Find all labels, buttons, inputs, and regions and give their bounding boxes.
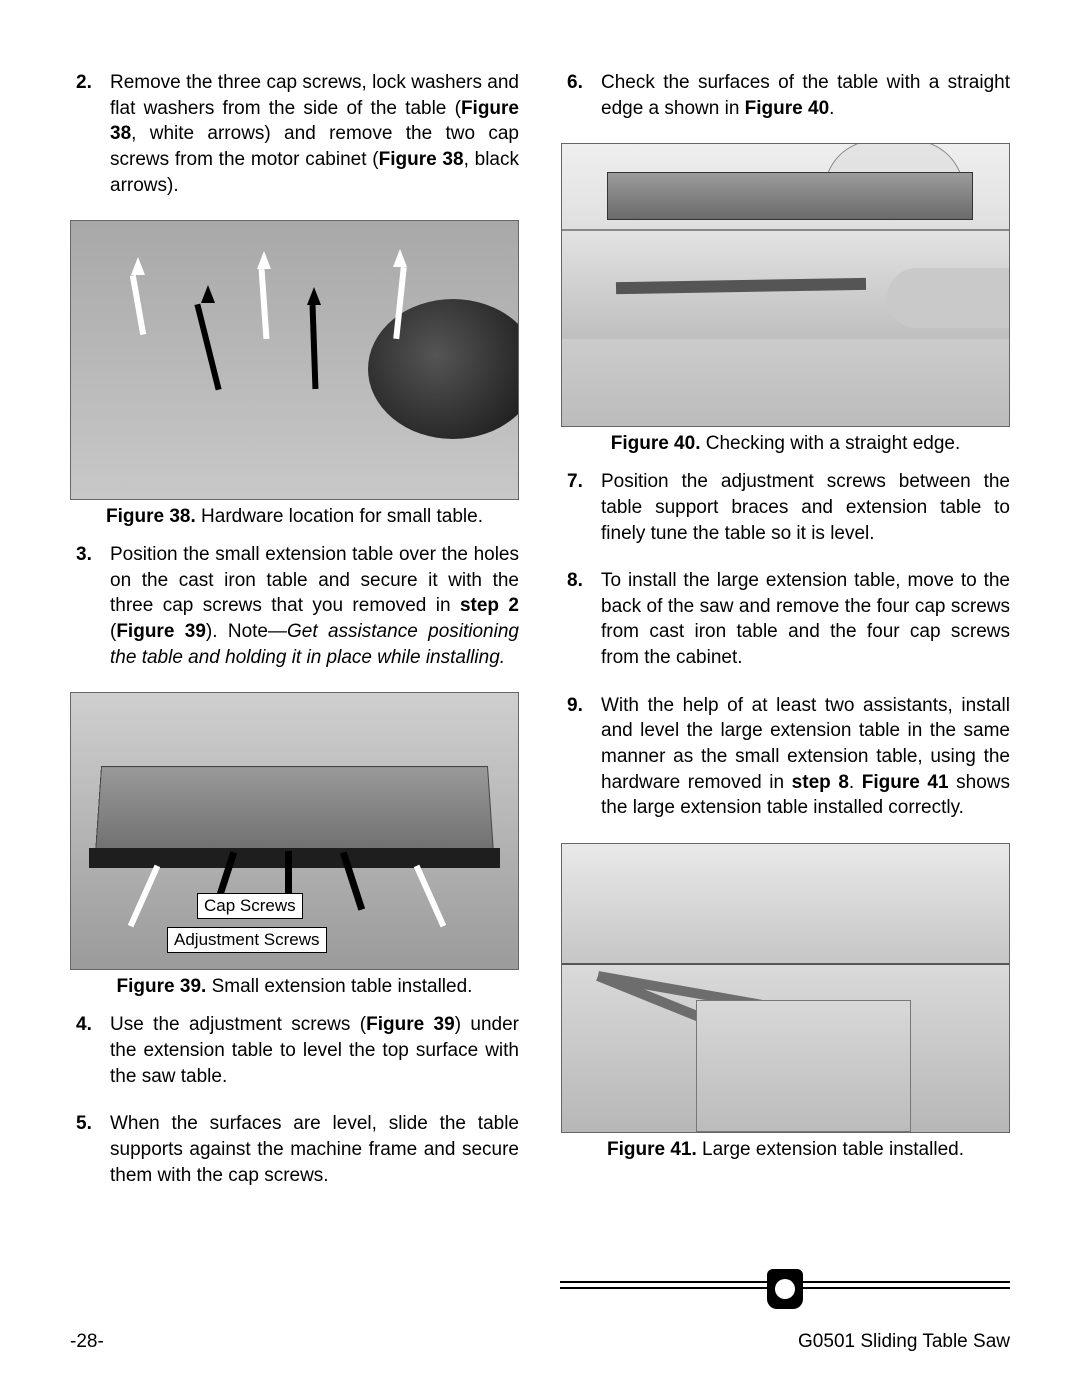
step-8: 8. To install the large extension table,… <box>561 568 1010 671</box>
step-number: 2. <box>70 70 110 198</box>
figure-39: Cap Screws Adjustment Screws Figure 39. … <box>70 692 519 998</box>
figure-40-caption: Figure 40. Checking with a straight edge… <box>561 433 1010 455</box>
fence-rail-icon <box>607 172 974 220</box>
figure-41: Figure 41. Large extension table install… <box>561 843 1010 1161</box>
bear-badge-icon <box>767 1269 803 1309</box>
step-number: 7. <box>561 469 601 546</box>
figure-38-caption: Figure 38. Hardware location for small t… <box>70 506 519 528</box>
figure-38-image <box>70 220 519 500</box>
white-arrow-icon <box>128 865 160 928</box>
figure-40-image <box>561 143 1010 427</box>
adjustment-screws-label: Adjustment Screws <box>167 927 327 953</box>
figure-39-caption: Figure 39. Small extension table install… <box>70 976 519 998</box>
step-text: Position the adjustment screws between t… <box>601 469 1010 546</box>
step-7: 7. Position the adjustment screws betwee… <box>561 469 1010 546</box>
two-column-layout: 2. Remove the three cap screws, lock was… <box>70 70 1010 1210</box>
step-number: 6. <box>561 70 601 121</box>
step-2: 2. Remove the three cap screws, lock was… <box>70 70 519 198</box>
white-arrow-icon <box>414 865 446 928</box>
figure-40: Figure 40. Checking with a straight edge… <box>561 143 1010 455</box>
figure-41-image <box>561 843 1010 1133</box>
cabinet-icon <box>696 1000 911 1132</box>
step-text: To install the large extension table, mo… <box>601 568 1010 671</box>
step-4: 4. Use the adjustment screws (Figure 39)… <box>70 1012 519 1089</box>
step-number: 5. <box>70 1111 110 1188</box>
dust-port-icon <box>368 299 519 439</box>
figure-41-caption: Figure 41. Large extension table install… <box>561 1139 1010 1161</box>
black-arrow-icon <box>201 285 215 303</box>
hand-icon <box>887 268 1010 328</box>
white-arrow-icon <box>130 275 146 335</box>
step-number: 4. <box>70 1012 110 1089</box>
cap-screws-label: Cap Screws <box>197 893 303 919</box>
step-text: Use the adjustment screws (Figure 39) un… <box>110 1012 519 1089</box>
black-arrow-icon <box>310 305 319 389</box>
black-arrow-icon <box>307 287 321 305</box>
step-number: 9. <box>561 693 601 821</box>
step-6: 6. Check the surfaces of the table with … <box>561 70 1010 121</box>
white-arrow-icon <box>259 269 270 339</box>
page-footer: -28- G0501 Sliding Table Saw <box>70 1331 1010 1353</box>
black-arrow-icon <box>194 304 221 391</box>
step-text: Position the small extension table over … <box>110 542 519 670</box>
right-column: 6. Check the surfaces of the table with … <box>561 70 1010 1210</box>
step-text: Remove the three cap screws, lock washer… <box>110 70 519 198</box>
step-5: 5. When the surfaces are level, slide th… <box>70 1111 519 1188</box>
extension-table-icon <box>95 766 495 855</box>
left-column: 2. Remove the three cap screws, lock was… <box>70 70 519 1210</box>
white-arrow-icon <box>393 249 407 267</box>
step-number: 3. <box>70 542 110 670</box>
step-3: 3. Position the small extension table ov… <box>70 542 519 670</box>
support-bar-icon <box>89 848 500 868</box>
figure-39-image: Cap Screws Adjustment Screws <box>70 692 519 970</box>
section-divider <box>560 1273 1010 1307</box>
document-title: G0501 Sliding Table Saw <box>798 1331 1010 1353</box>
figure-38: Figure 38. Hardware location for small t… <box>70 220 519 528</box>
page-number: -28- <box>70 1331 104 1353</box>
white-arrow-icon <box>257 251 271 269</box>
step-text: Check the surfaces of the table with a s… <box>601 70 1010 121</box>
step-9: 9. With the help of at least two assista… <box>561 693 1010 821</box>
step-number: 8. <box>561 568 601 671</box>
table-top-icon <box>562 844 1009 965</box>
step-text: When the surfaces are level, slide the t… <box>110 1111 519 1188</box>
step-text: With the help of at least two assistants… <box>601 693 1010 821</box>
white-arrow-icon <box>131 257 145 275</box>
